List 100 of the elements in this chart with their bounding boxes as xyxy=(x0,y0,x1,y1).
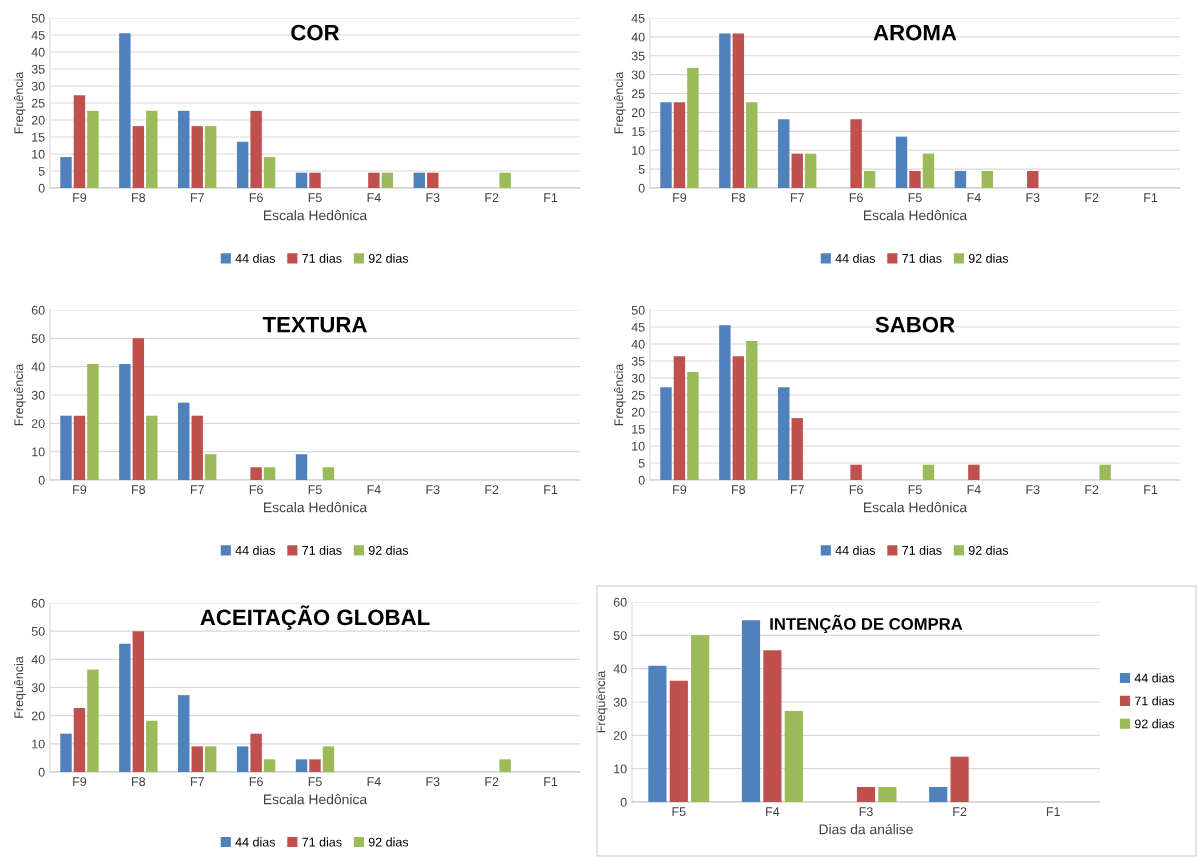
y-tick-label: 60 xyxy=(31,598,45,608)
bar xyxy=(60,733,72,772)
x-tick-label: F3 xyxy=(1026,485,1040,495)
bar xyxy=(804,153,817,188)
y-tick-label: 20 xyxy=(631,108,645,118)
bar xyxy=(763,650,782,802)
bar xyxy=(132,338,145,480)
bar xyxy=(863,171,876,188)
chart-title: TEXTURA xyxy=(262,316,367,333)
y-tick-label: 35 xyxy=(631,51,645,61)
y-tick-label: 20 xyxy=(31,115,45,125)
x-axis-title: Escala Hedônica xyxy=(864,502,968,513)
bar xyxy=(691,635,710,802)
chart-title: AROMA xyxy=(873,24,957,41)
x-tick-label: F1 xyxy=(1046,807,1060,816)
y-tick-label: 60 xyxy=(613,597,627,607)
y-tick-label: 40 xyxy=(31,655,45,664)
bar xyxy=(741,620,761,802)
bar xyxy=(119,33,131,188)
x-tick-label: F2 xyxy=(485,485,499,494)
chart-title: SABOR xyxy=(875,316,955,333)
x-tick-label: F1 xyxy=(1144,485,1158,494)
y-tick-label: 30 xyxy=(631,70,645,80)
bar xyxy=(981,171,994,188)
legend-label: 71 dias xyxy=(302,837,342,847)
legend-label: 44 dias xyxy=(235,837,276,847)
y-axis-title: Frequência xyxy=(13,363,26,426)
x-tick-label: F2 xyxy=(1085,485,1099,494)
bar xyxy=(60,415,72,480)
y-tick-label: 60 xyxy=(31,305,45,315)
x-tick-label: F7 xyxy=(790,193,804,202)
legend-label: 71 dias xyxy=(902,545,942,555)
chart-title: COR xyxy=(291,24,340,41)
y-axis-title: Frequência xyxy=(613,363,626,426)
bar xyxy=(87,669,99,772)
y-axis-title: Frequência xyxy=(13,656,26,718)
x-tick-label: F6 xyxy=(249,193,263,203)
y-tick-label: 0 xyxy=(38,183,45,193)
x-tick-label: F7 xyxy=(190,777,204,786)
y-tick-label: 0 xyxy=(638,475,645,485)
legend-label: 71 dias xyxy=(902,253,942,263)
bar xyxy=(413,172,426,188)
y-tick-label: 15 xyxy=(632,127,645,136)
bar xyxy=(1027,171,1039,188)
x-tick-label: F3 xyxy=(426,193,440,203)
x-tick-label: F3 xyxy=(426,485,440,495)
legend-label: 44 dias xyxy=(835,253,876,263)
bar xyxy=(295,759,308,772)
y-axis-title: Frequência xyxy=(13,71,26,134)
x-tick-label: F6 xyxy=(849,485,863,495)
bar xyxy=(1099,464,1111,480)
y-tick-label: 0 xyxy=(638,183,645,193)
bar xyxy=(922,153,935,188)
x-tick-label: F5 xyxy=(908,193,922,203)
bar xyxy=(850,464,862,480)
bar xyxy=(968,464,980,480)
bar xyxy=(146,720,158,772)
text: INTENÇÃO DE COMPRA xyxy=(770,614,963,634)
x-axis-title: Dias da análise xyxy=(819,823,913,835)
bar xyxy=(856,787,876,802)
legend-label: 71 dias xyxy=(302,253,342,263)
bar xyxy=(368,172,380,188)
legend-label: 71 dias xyxy=(302,545,342,555)
bar xyxy=(719,325,731,480)
bar xyxy=(73,415,86,480)
bar xyxy=(922,464,935,480)
y-tick-label: 50 xyxy=(31,13,45,23)
x-axis-title: Escala Hedônica xyxy=(264,502,368,513)
y-tick-label: 10 xyxy=(632,146,645,155)
bar xyxy=(178,695,190,772)
x-tick-label: F8 xyxy=(732,193,746,203)
x-tick-label: F4 xyxy=(367,485,381,494)
x-tick-label: F8 xyxy=(732,485,746,495)
bar xyxy=(895,136,908,188)
x-tick-label: F1 xyxy=(544,777,558,786)
y-tick-label: 50 xyxy=(31,626,45,636)
bar xyxy=(73,708,86,772)
x-tick-label: F9 xyxy=(73,777,87,787)
legend-label: 92 dias xyxy=(368,253,409,263)
y-tick-label: 15 xyxy=(32,132,45,142)
bar xyxy=(648,665,667,802)
y-tick-label: 45 xyxy=(631,322,645,332)
y-tick-label: 20 xyxy=(631,407,645,417)
bar xyxy=(687,371,699,480)
bar xyxy=(87,110,99,188)
x-tick-label: F9 xyxy=(673,193,687,203)
x-tick-label: F5 xyxy=(308,193,322,203)
bar xyxy=(250,467,262,480)
bar xyxy=(778,119,790,188)
x-tick-label: F9 xyxy=(73,485,87,495)
bar xyxy=(204,454,217,480)
bar xyxy=(250,110,262,188)
y-axis-title: Frequência xyxy=(613,71,626,134)
bar xyxy=(178,402,190,480)
bar xyxy=(673,102,686,188)
y-tick-label: 20 xyxy=(613,731,627,740)
bar xyxy=(499,172,511,188)
x-tick-label: F5 xyxy=(672,807,686,817)
x-axis-title: Escala Hedônica xyxy=(264,794,368,805)
x-tick-label: F4 xyxy=(967,485,981,494)
